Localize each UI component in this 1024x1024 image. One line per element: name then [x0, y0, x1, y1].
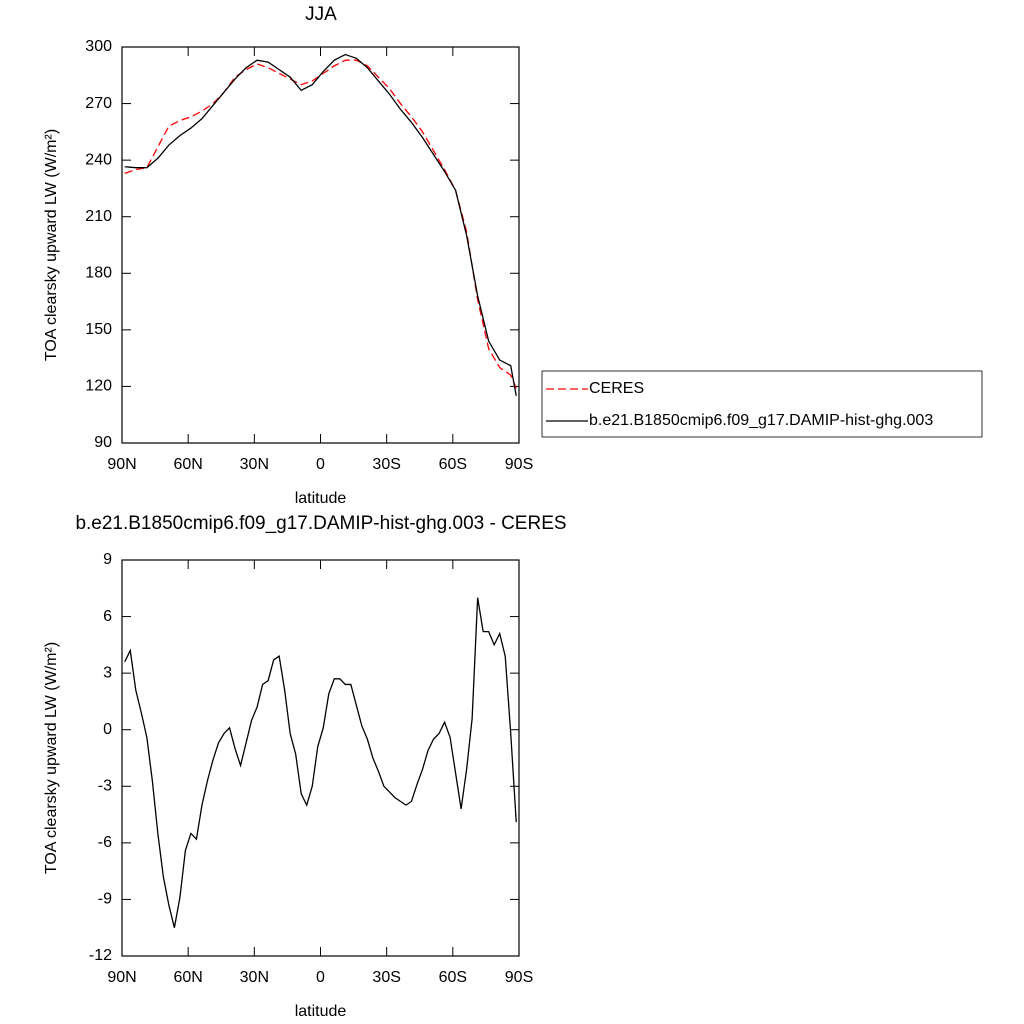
x-tick-label: 30S	[372, 456, 400, 473]
y-tick-label: 240	[85, 151, 112, 168]
x-tick-label: 90S	[505, 969, 533, 986]
y-tick-label: -6	[98, 834, 112, 851]
y-axis-label: TOA clearsky upward LW (W/m²)	[43, 642, 60, 874]
x-tick-label: 60N	[173, 969, 202, 986]
x-axis-label: latitude	[295, 1003, 347, 1020]
x-tick-label: 30S	[372, 969, 400, 986]
x-tick-label: 90N	[107, 969, 136, 986]
x-tick-label: 60S	[439, 969, 467, 986]
legend-frame	[541, 370, 983, 438]
x-tick-label: 0	[316, 969, 325, 986]
chart-title: b.e21.B1850cmip6.f09_g17.DAMIP-hist-ghg.…	[75, 513, 566, 534]
x-tick-label: 60S	[439, 456, 467, 473]
x-tick-label: 60N	[173, 456, 202, 473]
y-tick-label: 270	[85, 95, 112, 112]
plot-frame	[121, 559, 520, 957]
y-tick-label: 6	[103, 608, 112, 625]
x-axis-label: latitude	[295, 490, 347, 507]
legend-label: b.e21.B1850cmip6.f09_g17.DAMIP-hist-ghg.…	[589, 412, 933, 429]
legend: CERES b.e21.B1850cmip6.f09_g17.DAMIP-hist…	[541, 370, 983, 438]
y-tick-label: 0	[103, 721, 112, 738]
plot-frame	[121, 46, 520, 444]
y-tick-label: 150	[85, 321, 112, 338]
y-tick-label: 120	[85, 378, 112, 395]
y-axis-label: TOA clearsky upward LW (W/m²)	[43, 129, 60, 361]
y-tick-label: 210	[85, 208, 112, 225]
data-line	[124, 597, 517, 928]
y-tick-label: 180	[85, 265, 112, 282]
y-tick-label: -3	[98, 778, 112, 795]
data-line	[124, 53, 517, 396]
y-tick-label: 90	[94, 434, 112, 451]
y-tick-label: -12	[89, 947, 112, 964]
x-tick-label: 30N	[240, 969, 269, 986]
y-tick-label: 3	[103, 664, 112, 681]
y-tick-label: 9	[103, 551, 112, 568]
x-tick-label: 30N	[240, 456, 269, 473]
chart-title: JJA	[305, 4, 337, 25]
x-tick-label: 0	[316, 456, 325, 473]
x-tick-label: 90S	[505, 456, 533, 473]
y-tick-label: -9	[98, 891, 112, 908]
data-line	[124, 59, 517, 389]
x-tick-label: 90N	[107, 456, 136, 473]
y-tick-label: 300	[85, 38, 112, 55]
legend-label: CERES	[589, 380, 644, 397]
